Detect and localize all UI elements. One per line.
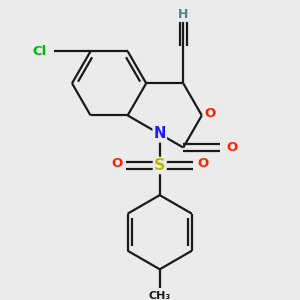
Text: O: O [226,141,238,154]
Text: O: O [111,157,122,170]
Text: S: S [154,158,166,173]
Text: N: N [154,127,166,142]
Text: H: H [178,8,188,21]
Text: O: O [204,107,215,120]
Text: CH₃: CH₃ [148,291,171,300]
Text: Cl: Cl [33,45,47,58]
Text: O: O [197,157,208,170]
